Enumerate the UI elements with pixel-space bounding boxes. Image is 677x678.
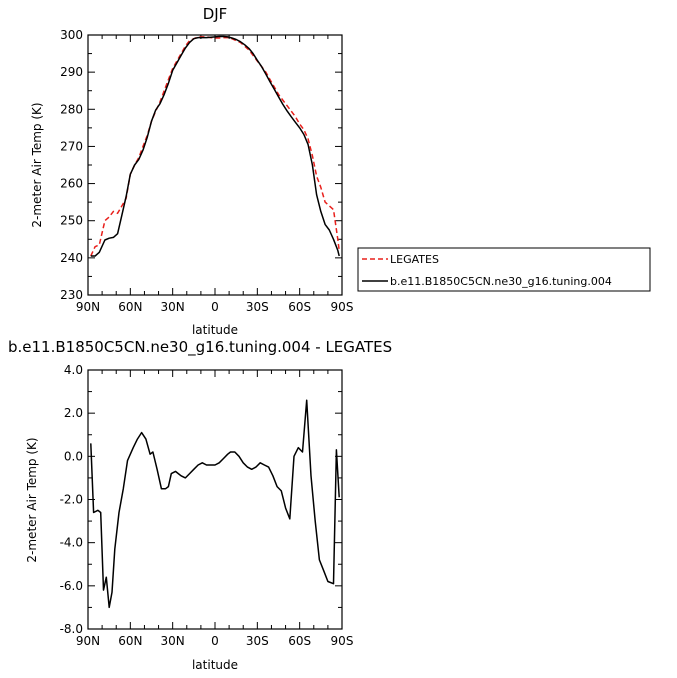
bottom-plot-frame (87, 369, 343, 630)
bottom-y-tick-labels: -8.0 -6.0 -4.0 -2.0 0.0 2.0 4.0 (60, 363, 83, 636)
b-e11-b1850c5cn-ne30-g16-tuning-004-series-line (90, 35, 340, 257)
y-tick-label: 0.0 (64, 449, 83, 463)
top-y-axis-label: 2-meter Air Temp (K) (30, 102, 44, 227)
y-tick-label: -6.0 (60, 579, 83, 593)
y-tick-label: 2.0 (64, 406, 83, 420)
top-plot-frame (87, 34, 343, 296)
x-tick-label: 30N (161, 634, 185, 648)
x-tick-label: 30S (246, 300, 269, 314)
y-tick-label: 4.0 (64, 363, 83, 377)
top-x-tick-labels: 90N 60N 30N 0 30S 60S 90S (76, 300, 354, 314)
y-tick-label: 260 (60, 177, 83, 191)
x-tick-label: 0 (211, 300, 219, 314)
y-tick-label: -2.0 (60, 493, 83, 507)
y-tick-label: 270 (60, 139, 83, 153)
top-x-axis-label: latitude (192, 323, 238, 337)
difference-series-line (90, 399, 340, 609)
bottom-chart-title: b.e11.B1850C5CN.ne30_g16.tuning.004 - LE… (8, 338, 392, 357)
legend-label-model: b.e11.B1850C5CN.ne30_g16.tuning.004 (390, 275, 612, 288)
legend: LEGATES b.e11.B1850C5CN.ne30_g16.tuning.… (357, 247, 651, 292)
y-tick-label: 300 (60, 28, 83, 42)
y-tick-label: 290 (60, 65, 83, 79)
x-tick-label: 30S (246, 634, 269, 648)
y-tick-label: -4.0 (60, 536, 83, 550)
top-chart-title: DJF (203, 5, 228, 23)
x-tick-label: 60N (118, 300, 142, 314)
top-panel: DJF 90N 60N 30N 0 30S 60S 90S 2302402502602702… (30, 5, 651, 337)
legend-label-legates: LEGATES (390, 253, 439, 266)
bottom-x-tick-labels: 90N 60N 30N 0 30S 60S 90S (76, 634, 354, 648)
y-tick-label: 230 (60, 288, 83, 302)
bottom-series (90, 399, 340, 609)
bottom-ticks (87, 369, 343, 630)
x-tick-label: 90S (331, 300, 354, 314)
bottom-panel: b.e11.B1850C5CN.ne30_g16.tuning.004 - LE… (8, 338, 392, 672)
x-tick-label: 90S (331, 634, 354, 648)
x-tick-label: 60S (288, 300, 311, 314)
top-y-tick-labels: 230 240 250 260 270 280 290 300 (60, 28, 83, 302)
y-tick-label: -8.0 (60, 622, 83, 636)
bottom-y-axis-label: 2-meter Air Temp (K) (25, 437, 39, 562)
x-tick-label: 0 (211, 634, 219, 648)
top-series (90, 35, 340, 257)
y-tick-label: 240 (60, 251, 83, 265)
x-tick-label: 60N (118, 634, 142, 648)
x-tick-label: 30N (161, 300, 185, 314)
x-tick-label: 90N (76, 634, 100, 648)
y-tick-label: 250 (60, 214, 83, 228)
y-tick-label: 280 (60, 102, 83, 116)
legates-series-line (90, 36, 340, 257)
top-ticks (87, 34, 343, 296)
bottom-x-axis-label: latitude (192, 658, 238, 672)
legend-box (357, 247, 651, 292)
x-tick-label: 60S (288, 634, 311, 648)
x-tick-label: 90N (76, 300, 100, 314)
